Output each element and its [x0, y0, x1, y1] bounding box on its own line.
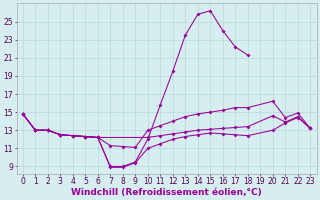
- X-axis label: Windchill (Refroidissement éolien,°C): Windchill (Refroidissement éolien,°C): [71, 188, 262, 197]
